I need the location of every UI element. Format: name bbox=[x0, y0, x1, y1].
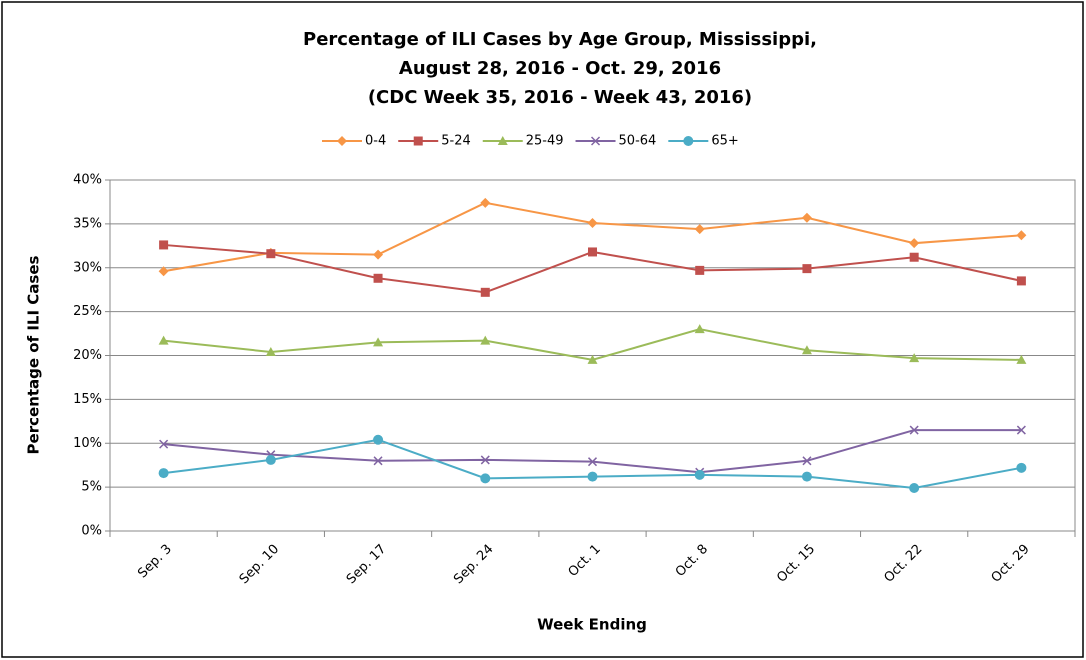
marker bbox=[480, 473, 491, 484]
marker bbox=[373, 456, 383, 466]
marker bbox=[497, 136, 508, 145]
marker bbox=[694, 469, 705, 480]
y-tick-label: 15% bbox=[73, 392, 102, 407]
y-tick-label: 20% bbox=[73, 348, 102, 363]
marker bbox=[587, 457, 598, 467]
marker bbox=[158, 335, 169, 345]
marker bbox=[373, 273, 383, 283]
marker bbox=[587, 354, 598, 364]
marker bbox=[373, 249, 384, 260]
marker bbox=[265, 346, 276, 356]
y-tick-label: 10% bbox=[73, 436, 102, 451]
marker bbox=[695, 265, 705, 275]
chart-title: August 28, 2016 - Oct. 29, 2016 bbox=[399, 58, 721, 79]
marker bbox=[802, 264, 812, 274]
marker bbox=[588, 247, 597, 257]
marker bbox=[159, 439, 169, 449]
y-tick-label: 0% bbox=[81, 524, 102, 539]
marker bbox=[801, 212, 812, 223]
marker bbox=[337, 136, 347, 146]
marker bbox=[480, 287, 490, 297]
legend-label: 50-64 bbox=[619, 134, 657, 149]
marker bbox=[909, 238, 920, 249]
chart-title: Percentage of ILI Cases by Age Group, Mi… bbox=[303, 29, 817, 50]
legend-label: 65+ bbox=[711, 134, 738, 149]
marker bbox=[1016, 462, 1027, 473]
y-axis-label: Percentage of ILI Cases bbox=[25, 255, 43, 454]
marker bbox=[159, 240, 169, 250]
marker bbox=[1016, 354, 1027, 364]
marker bbox=[801, 345, 812, 355]
marker bbox=[683, 136, 694, 146]
y-tick-label: 25% bbox=[73, 304, 102, 319]
marker bbox=[802, 456, 812, 466]
marker bbox=[694, 224, 705, 235]
marker bbox=[265, 454, 276, 465]
marker bbox=[801, 471, 812, 482]
y-tick-label: 40% bbox=[73, 173, 102, 188]
marker bbox=[909, 425, 919, 435]
marker bbox=[480, 455, 490, 465]
marker bbox=[413, 136, 423, 146]
marker bbox=[587, 471, 598, 482]
marker bbox=[480, 335, 491, 345]
marker bbox=[373, 337, 384, 347]
marker bbox=[373, 434, 384, 445]
x-axis-label: Week Ending bbox=[537, 616, 647, 634]
marker bbox=[909, 353, 920, 363]
marker bbox=[694, 324, 705, 334]
y-tick-label: 35% bbox=[73, 216, 102, 231]
chart-title: (CDC Week 35, 2016 - Week 43, 2016) bbox=[368, 87, 752, 108]
marker bbox=[158, 468, 169, 479]
legend-label: 25-49 bbox=[526, 134, 564, 149]
y-tick-label: 30% bbox=[73, 260, 102, 275]
marker bbox=[909, 252, 919, 262]
marker bbox=[1016, 230, 1027, 241]
marker bbox=[591, 136, 601, 146]
y-tick-label: 5% bbox=[81, 480, 102, 495]
marker bbox=[587, 217, 598, 228]
marker bbox=[480, 197, 491, 208]
marker bbox=[1016, 276, 1026, 286]
marker bbox=[158, 266, 169, 277]
legend-label: 0-4 bbox=[365, 134, 386, 149]
legend-label: 5-24 bbox=[441, 134, 471, 149]
marker bbox=[1016, 425, 1026, 435]
marker bbox=[909, 483, 920, 494]
marker bbox=[266, 249, 276, 259]
